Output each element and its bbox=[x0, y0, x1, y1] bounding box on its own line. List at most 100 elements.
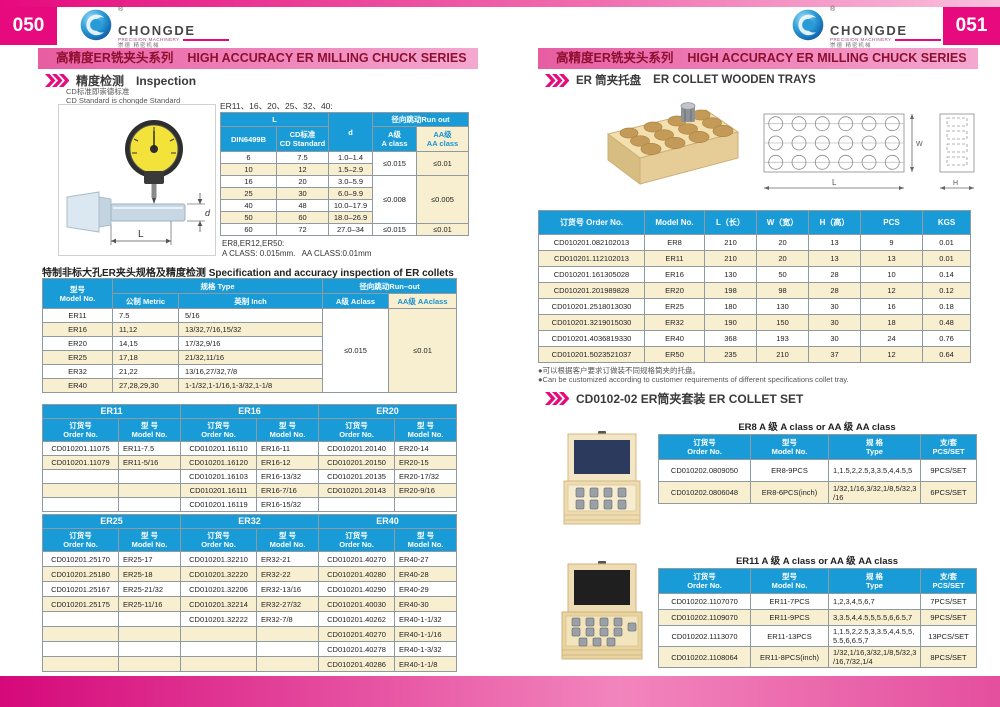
table-cell: ER32-27/32 bbox=[256, 596, 320, 612]
registered-mark: ® bbox=[118, 6, 124, 13]
table-row: CD010201.16119 ER16-15/32 bbox=[42, 497, 458, 512]
banner-title-en: HIGH ACCURACY ER MILLING CHUCK SERIES bbox=[687, 51, 967, 65]
table-row: CD010201.11079 ER11-5/16 CD010201.16120 ER1… bbox=[42, 455, 458, 470]
bottom-accent-bar bbox=[0, 676, 1000, 707]
table-cell: CD010201.2518013030 bbox=[538, 298, 645, 315]
chevrons-icon bbox=[545, 392, 569, 405]
table-row: ER25 17,18 21/32,11/16 bbox=[42, 350, 457, 365]
table-row: ER11 7.5 5/16 ≤0.015 ≤0.01 bbox=[42, 308, 458, 393]
table-cell bbox=[42, 611, 119, 627]
table-cell: ER40-27 bbox=[394, 551, 458, 567]
col-l: L bbox=[220, 112, 329, 127]
table-cell: 180 bbox=[704, 298, 757, 315]
table-cell: 30 bbox=[808, 314, 861, 331]
din-accuracy-table: L d 径向跳动Run out DIN6499B CD标准 CD Standard… bbox=[220, 112, 470, 236]
table-row: 16 20 3.0–5.9 ≤0.008 ≤0.005 bbox=[220, 175, 470, 224]
chevrons-icon bbox=[45, 74, 69, 87]
col-a-class: A级 A class bbox=[372, 126, 417, 152]
page-number-right: 051 bbox=[943, 7, 1000, 45]
table-cell: 18 bbox=[860, 314, 923, 331]
table-cell: ER40-29 bbox=[394, 581, 458, 597]
col-type: 规格 Type bbox=[111, 278, 324, 294]
table-cell: ER40 bbox=[644, 330, 705, 347]
table-cell: ER20-15 bbox=[394, 455, 458, 470]
table-cell: CD010202.1113070 bbox=[658, 625, 751, 647]
table-cell: 12 bbox=[860, 346, 923, 363]
table-cell: 193 bbox=[756, 330, 809, 347]
table-cell: 368 bbox=[704, 330, 757, 347]
table-cell: CD010202.1109070 bbox=[658, 609, 751, 626]
table-cell: 28 bbox=[808, 282, 861, 299]
col-inch: 英制 Inch bbox=[177, 293, 324, 309]
col-height: H（高） bbox=[808, 210, 861, 235]
table-cell bbox=[394, 497, 458, 512]
table-cell: ER11-7PCS bbox=[750, 593, 829, 610]
table-row: ER16 11,12 13/32,7/16,15/32 bbox=[42, 322, 457, 337]
col-a-class: A级 Aclass bbox=[322, 293, 390, 309]
brand-logo: ® CHONGDE PRECISION MACHINERY 崇德 精密机械 bbox=[790, 6, 941, 50]
col-model-no: 型 号 Model No. bbox=[118, 418, 181, 442]
table-cell: CD010201.16111 bbox=[180, 483, 257, 498]
table-row: CD010201.25170 ER25-17 CD010201.32210 ER32-… bbox=[42, 551, 458, 567]
table-cell: ER20 bbox=[644, 282, 705, 299]
table-cell: CD010201.32206 bbox=[180, 581, 258, 597]
table-cell: 3,3.5,4,4.5,5,5.5,6,6.5,7 bbox=[828, 609, 921, 626]
table-cell bbox=[118, 483, 181, 498]
cd-standard-note: CD标准即崇德标准 CD Standard is chongde Standar… bbox=[66, 87, 181, 105]
table-cell: CD010201.161305028 bbox=[538, 266, 645, 283]
table-cell: CD010201.082102013 bbox=[538, 234, 645, 251]
table-cell: ER20-17/32 bbox=[394, 469, 458, 484]
table-cell: CD010201.112102013 bbox=[538, 250, 645, 267]
table-cell: 30 bbox=[808, 298, 861, 315]
collet-in-tray bbox=[680, 102, 696, 122]
table-cell: 13 bbox=[860, 250, 923, 267]
col-runout: 径向跳动Run–out bbox=[322, 278, 458, 294]
table-cell: 8PCS/SET bbox=[920, 646, 977, 668]
spec-section-title: 特制非标大孔ER夹头规格及精度检测 Specification and accu… bbox=[42, 268, 454, 279]
col-model-no: Model No. bbox=[644, 210, 705, 235]
table-cell: 16 bbox=[860, 298, 923, 315]
group-er25: ER25 bbox=[41, 514, 182, 529]
table-cell: 1,1.5,2,2.5,3,3.5,4,4.5,5 bbox=[828, 459, 921, 482]
er8-set-title: ER8 A 级 A class or AA 级 AA class bbox=[738, 422, 896, 433]
table-cell: ER32-13/16 bbox=[256, 581, 320, 597]
group-er32: ER32 bbox=[180, 514, 320, 529]
er11-set-photo bbox=[552, 560, 652, 670]
table-row: CD010201.16111 ER16-7/16 CD010201.20143 ER2… bbox=[42, 483, 458, 498]
table-cell: 9PCS/SET bbox=[920, 459, 977, 482]
table-row: CD010201.161305028 ER16 130 50 28 10 0.14 bbox=[538, 266, 971, 283]
table-cell: ER25-21/32 bbox=[117, 581, 182, 597]
table-cell: ER8-9PCS bbox=[750, 459, 829, 482]
table-row: 40 48 10.0–17.9 bbox=[220, 199, 469, 212]
table-cell bbox=[180, 641, 258, 657]
table-cell: ER16-7/16 bbox=[255, 483, 320, 498]
table-cell: 9 bbox=[860, 234, 923, 251]
table-cell bbox=[117, 611, 182, 627]
table-cell: ER20-9/16 bbox=[394, 483, 458, 498]
table-cell: 7PCS/SET bbox=[920, 593, 977, 610]
table-row: CD010202.1113070 ER11-13PCS 1,1.5,2,2.5,3,… bbox=[658, 625, 977, 647]
table-cell: ER40-1-1/8 bbox=[394, 656, 458, 672]
col-type: 规 格 Type bbox=[828, 434, 921, 460]
table-cell: ER16-12 bbox=[255, 455, 320, 470]
wooden-tray-photo bbox=[580, 92, 745, 209]
table-cell: ER16-13/32 bbox=[255, 469, 320, 484]
table-cell: 210 bbox=[704, 250, 757, 267]
table-row: CD010201.2518013030 ER25 180 130 30 16 0.18 bbox=[538, 298, 971, 315]
table-cell: 1,1.5,2,2.5,3,3.5,4,4.5,5,5.5,6,6.5,7 bbox=[828, 625, 921, 647]
heading-cn: ER 筒夹托盘 bbox=[576, 75, 642, 87]
brand-tagline-cn: 崇德 精密机械 bbox=[118, 43, 160, 49]
table-cell: CD010201.3219015030 bbox=[538, 314, 645, 331]
table-cell bbox=[256, 641, 320, 657]
table-cell: 50 bbox=[756, 266, 809, 283]
table-cell: ER11-7.5 bbox=[118, 441, 181, 456]
col-model-no: 型号 Model No. bbox=[750, 568, 829, 594]
banner-title-en: HIGH ACCURACY ER MILLING CHUCK SERIES bbox=[187, 51, 467, 65]
table-cell: 130 bbox=[704, 266, 757, 283]
table-cell: CD010202.0806048 bbox=[658, 481, 751, 504]
table-row: CD010201.082102013 ER8 210 20 13 9 0.01 bbox=[538, 234, 971, 251]
brand-tagline: PRECISION MACHINERY bbox=[830, 37, 892, 42]
table-cell: ER50 bbox=[644, 346, 705, 363]
col-order-no: 订货号 Order No. bbox=[180, 528, 258, 552]
banner-title-cn: 高精度ER铣夹头系列 bbox=[56, 51, 174, 65]
